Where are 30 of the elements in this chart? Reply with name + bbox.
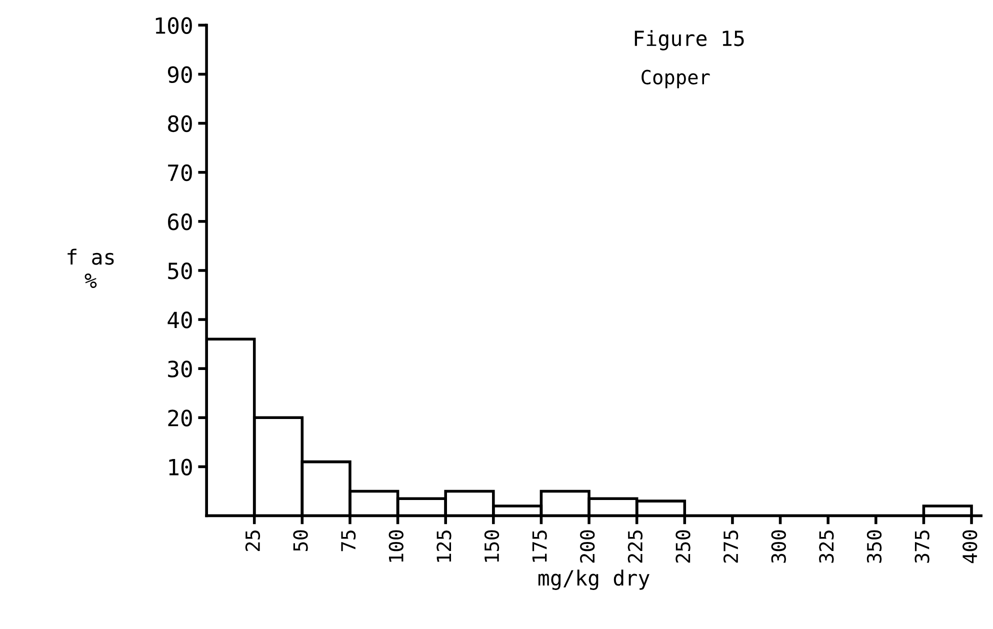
y-tick-label: 20: [168, 410, 192, 426]
x-tick-label: 300: [771, 530, 786, 563]
x-tick-label: 150: [484, 530, 500, 562]
x-tick-label: 200: [580, 530, 595, 563]
x-tick-label: 375: [914, 530, 930, 563]
y-tick-label: 70: [168, 164, 192, 182]
x-tick-label: 250: [676, 530, 690, 563]
x-tick-label: 325: [819, 530, 834, 563]
text: Copper: [642, 70, 710, 88]
y-tick-label: 50: [168, 262, 192, 280]
x-tick-label: 175: [532, 530, 547, 562]
x-tick-label: 100: [388, 530, 404, 562]
y-tick-label: 30: [168, 360, 192, 378]
y-tick-label: 10: [169, 458, 192, 476]
x-tick-label: 75: [341, 530, 356, 552]
x-tick-label: 225: [628, 530, 643, 563]
y-axis-title: f as %: [68, 248, 114, 288]
x-tick-label: 350: [866, 530, 882, 563]
y-tick-label: 40: [168, 312, 192, 328]
chart-title: Figure 15: [634, 30, 744, 50]
y-tick-label: 60: [168, 213, 192, 230]
y-tick-label: 80: [168, 115, 192, 132]
y-tick-label: 100: [156, 17, 192, 34]
x-tick-label: 125: [436, 530, 452, 562]
x-tick-label: 275: [723, 530, 738, 563]
x-tick-label: 25: [245, 530, 260, 551]
y-tick-label: 90: [168, 66, 192, 84]
x-axis-title: mg/kg dry: [538, 570, 650, 590]
x-tick-label: 50: [293, 530, 308, 552]
x-tick-label: 400: [962, 530, 978, 564]
